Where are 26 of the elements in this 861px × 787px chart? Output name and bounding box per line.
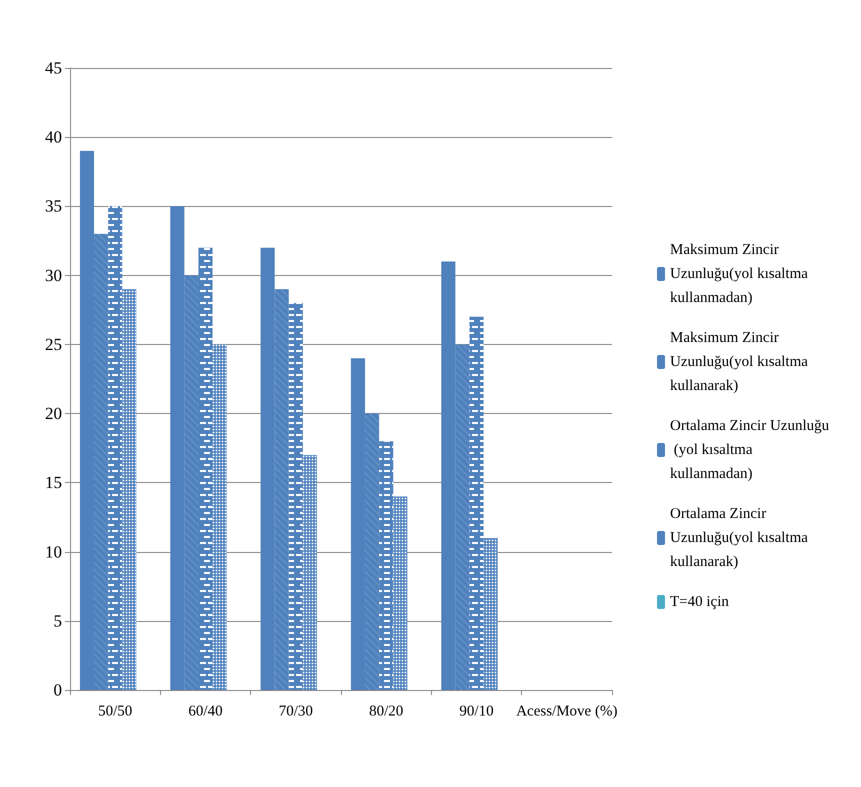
x-tick-label: 60/40 — [188, 704, 223, 720]
bar — [260, 248, 275, 690]
bar — [80, 150, 94, 690]
x-axis-title: Acess/Move (%) — [516, 704, 618, 720]
y-tick-label: 25 — [45, 334, 62, 354]
y-tick-label: 20 — [45, 404, 62, 424]
bar — [170, 206, 184, 690]
y-tick-label: 0 — [54, 680, 62, 700]
y-tick-label: 35 — [45, 196, 62, 216]
legend-label: Ortalama Zincir Uzunluğu (yol kısaltma kullanmadan) — [670, 418, 830, 482]
legend-label: Maksimum Zincir Uzunluğu(yol kısaltma kullanmadan) — [670, 242, 812, 306]
y-tick-label: 40 — [45, 128, 62, 147]
x-tick-label: 90/10 — [459, 704, 494, 720]
legend-label: Maksimum Zincir Uzunluğu(yol kısaltma kullanarak) — [670, 330, 812, 394]
y-tick-label: 5 — [54, 611, 62, 630]
bar — [350, 358, 366, 690]
y-tick-label: 45 — [45, 58, 62, 78]
y-tick-label: 30 — [45, 266, 62, 285]
bar — [441, 262, 456, 690]
x-tick-label: 50/50 — [98, 704, 132, 720]
y-tick-label: 10 — [45, 542, 62, 562]
legend-label: T=40 için — [670, 594, 730, 610]
x-tick-label: 80/20 — [369, 704, 404, 720]
legend-label: Ortalama Zincir Uzunluğu(yol kısaltma kullanarak) — [670, 506, 812, 570]
x-tick-label: 70/30 — [278, 704, 313, 720]
y-tick-label: 15 — [45, 473, 62, 492]
